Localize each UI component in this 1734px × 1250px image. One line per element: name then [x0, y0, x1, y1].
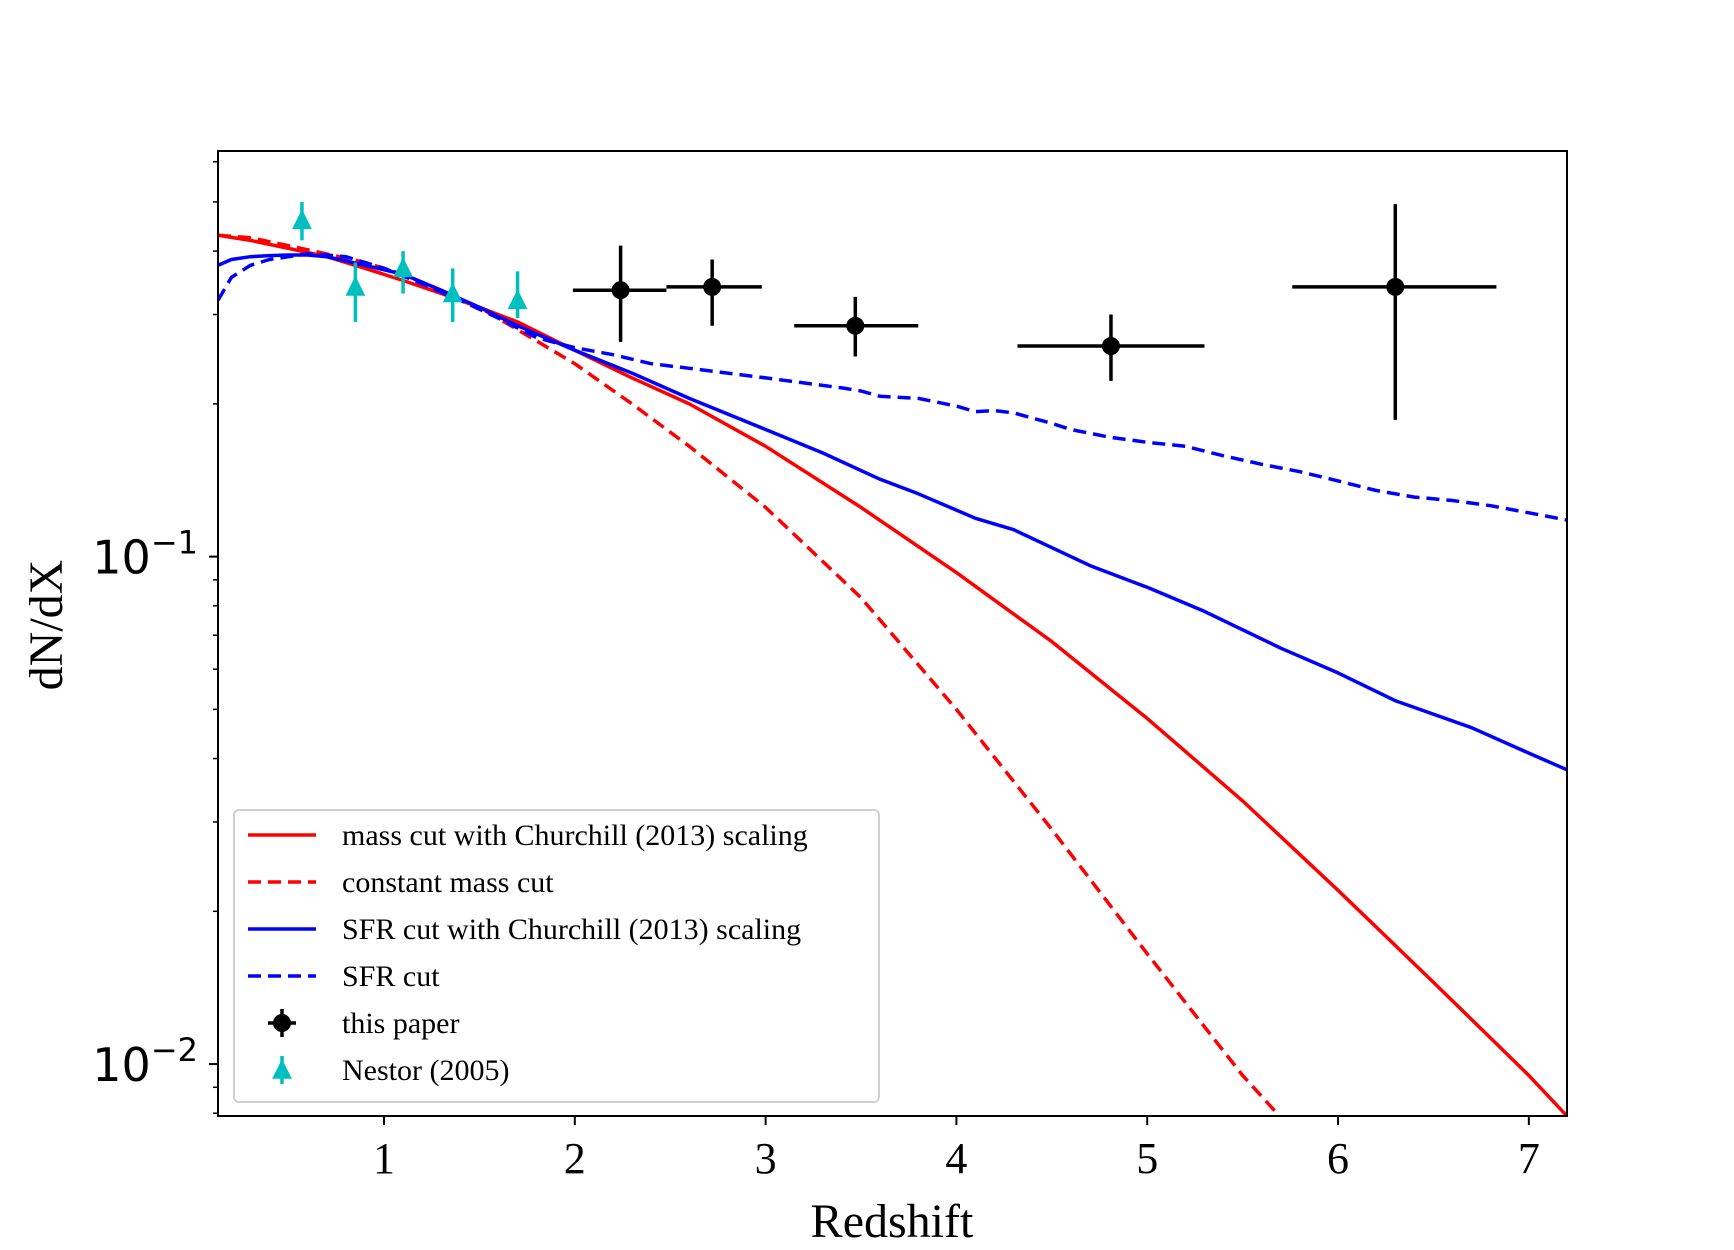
x-tick-label-1: 1 — [373, 1134, 395, 1183]
nestor-2005-point-0 — [292, 209, 312, 230]
y-tick-label: 10−2 — [92, 1031, 198, 1092]
x-tick-label-5: 5 — [1136, 1134, 1158, 1183]
axes: 1 2 3 4 5 6 7 10−1 10−2 — [92, 150, 1568, 1183]
plot-area — [218, 201, 1567, 1116]
legend-box — [233, 809, 880, 1103]
y-tick-label: 10−1 — [92, 524, 198, 585]
legend-swatch-nestor-2005 — [272, 1059, 292, 1079]
nestor-2005-point-2 — [393, 257, 413, 278]
this-paper-point-2 — [846, 316, 865, 335]
this-paper-point-4 — [1386, 277, 1405, 296]
legend-label-mass-cut-with-churchill-2013-scaling: mass cut with Churchill (2013) scaling — [342, 819, 808, 852]
this-paper-point-1 — [703, 277, 722, 296]
nestor-2005-point-4 — [507, 289, 528, 310]
x-tick-label-6: 6 — [1327, 1134, 1349, 1183]
legend-label-nestor-2005: Nestor (2005) — [342, 1054, 509, 1087]
nestor-2005-point-3 — [442, 282, 463, 303]
x-tick-label-4: 4 — [945, 1134, 967, 1183]
this-paper-point-3 — [1101, 337, 1120, 356]
legend-label-sfr-cut-with-churchill-2013-scaling: SFR cut with Churchill (2013) scaling — [342, 913, 801, 946]
series-line-sfr-cut — [218, 252, 1567, 522]
legend-swatch-this-paper — [273, 1014, 291, 1032]
x-tick-label-2: 2 — [564, 1134, 586, 1183]
legend: mass cut with Churchill (2013) scaling co… — [233, 809, 880, 1103]
axes-frame — [217, 150, 1568, 1117]
legend-label-sfr-cut: SFR cut — [342, 960, 440, 993]
x-tick-label-7: 7 — [1518, 1134, 1540, 1183]
x-axis-label: Redshift — [811, 1195, 974, 1248]
this-paper-point-0 — [611, 281, 630, 300]
y-axis-label: dN/dX — [20, 560, 73, 691]
legend-label-this-paper: this paper — [342, 1007, 459, 1040]
legend-label-constant-mass-cut: constant mass cut — [342, 866, 554, 899]
nestor-2005-point-1 — [345, 275, 366, 296]
x-tick-label-3: 3 — [755, 1134, 777, 1183]
